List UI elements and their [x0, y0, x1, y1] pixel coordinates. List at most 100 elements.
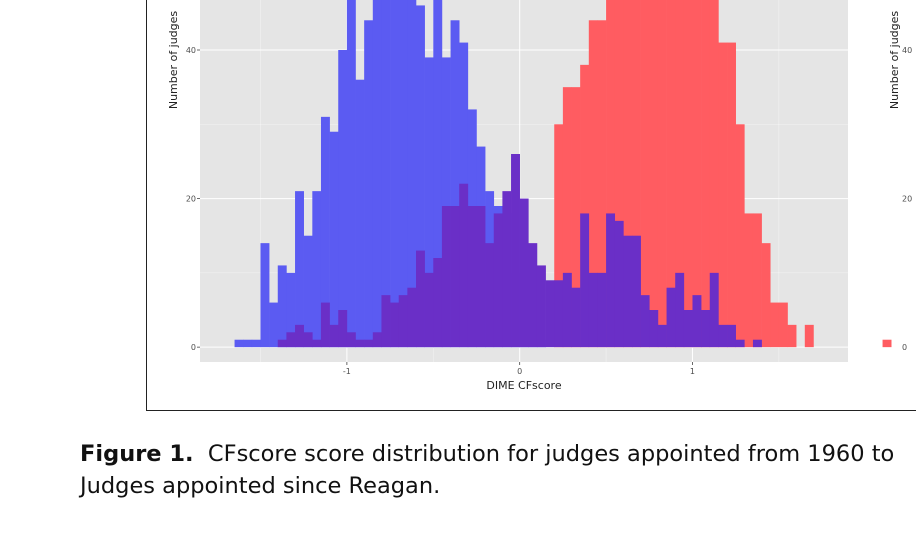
- bar-blue: [234, 339, 244, 348]
- bar-blue: [329, 131, 339, 348]
- bar-blue: [372, 0, 382, 348]
- bar-overlap: [649, 310, 659, 348]
- caption-line-2: Judges appointed since Reagan.: [80, 473, 441, 499]
- bar-blue: [286, 272, 296, 348]
- bar-red: [597, 20, 607, 348]
- bar-red: [683, 0, 693, 348]
- bar-overlap: [511, 154, 520, 348]
- bar-red: [752, 213, 762, 348]
- bar-overlap: [450, 206, 460, 348]
- bar-overlap: [614, 220, 624, 348]
- bar-overlap: [683, 310, 693, 348]
- bar-overlap: [580, 213, 590, 348]
- figure-caption: Figure 1. CFscore score distribution for…: [80, 438, 916, 502]
- bar-overlap: [467, 206, 477, 348]
- bar-red: [804, 324, 814, 348]
- bar-blue: [398, 0, 408, 348]
- bar-overlap: [502, 191, 512, 348]
- bar-red: [770, 302, 780, 348]
- bar-overlap: [390, 302, 400, 348]
- bar-overlap: [329, 324, 339, 348]
- bar-overlap: [277, 339, 287, 348]
- bar-overlap: [597, 272, 607, 348]
- bar-overlap: [407, 287, 417, 348]
- x-tick-label: 1: [690, 367, 695, 376]
- bar-red: [606, 0, 616, 348]
- bar-overlap: [485, 243, 495, 348]
- bar-blue: [416, 5, 425, 348]
- bar-red: [649, 0, 659, 348]
- bar-overlap: [709, 272, 719, 348]
- bar-blue: [269, 302, 279, 348]
- bar-blue: [390, 0, 400, 348]
- caption-line-1: Figure 1. CFscore score distribution for…: [80, 438, 916, 470]
- bar-red: [666, 0, 676, 348]
- y-tick-label: 20: [186, 195, 196, 204]
- bar-overlap: [416, 250, 425, 348]
- bar-overlap: [346, 332, 356, 348]
- second-panel-y-tick-label: 20: [902, 195, 912, 204]
- bar-red: [562, 87, 572, 348]
- bar-overlap: [606, 213, 616, 348]
- bar-blue: [260, 243, 270, 348]
- bar-blue: [433, 0, 443, 348]
- bar-overlap: [701, 310, 711, 348]
- bar-red: [554, 124, 564, 348]
- histogram-chart: -1 0 1 0 20 40 DIME CFscore Number of judges…: [167, 0, 912, 392]
- bar-red: [882, 339, 892, 348]
- bar-overlap: [554, 280, 564, 348]
- bar-red: [614, 0, 624, 348]
- bar-overlap: [536, 265, 546, 348]
- bar-blue: [441, 57, 451, 348]
- bar-overlap: [493, 213, 503, 348]
- bar-overlap: [657, 324, 667, 348]
- bar-overlap: [675, 272, 685, 348]
- bar-red: [744, 213, 754, 348]
- bar-blue: [450, 20, 460, 348]
- bar-red: [735, 124, 745, 348]
- histogram-bars: [234, 0, 892, 348]
- bar-blue: [346, 0, 356, 348]
- bar-red: [787, 324, 797, 348]
- figure-frame: [146, 0, 916, 411]
- bar-overlap: [459, 183, 469, 348]
- bar-blue: [251, 339, 261, 348]
- bar-overlap: [433, 258, 443, 348]
- bar-blue: [407, 0, 417, 348]
- bar-overlap: [640, 295, 650, 348]
- second-panel-y-tick-label: 0: [902, 343, 907, 352]
- bar-overlap: [355, 339, 365, 348]
- bar-red: [718, 42, 728, 348]
- bar-blue: [381, 0, 391, 348]
- bar-blue: [355, 79, 365, 348]
- bar-overlap: [528, 243, 538, 348]
- bar-red: [761, 243, 771, 348]
- bar-overlap: [381, 295, 391, 348]
- bar-overlap: [571, 287, 581, 348]
- bar-overlap: [545, 280, 555, 348]
- caption-text-1: CFscore score distribution for judges ap…: [207, 441, 895, 467]
- bar-red: [701, 0, 711, 348]
- bar-blue: [277, 265, 287, 348]
- bar-red: [657, 0, 667, 348]
- bar-overlap: [623, 235, 633, 348]
- bar-blue: [364, 20, 374, 348]
- bar-red: [709, 0, 719, 348]
- bar-overlap: [632, 235, 641, 348]
- bar-overlap: [398, 295, 408, 348]
- x-axis-title: DIME CFscore: [486, 379, 561, 392]
- bar-red: [588, 20, 598, 348]
- bar-overlap: [295, 324, 304, 348]
- bar-overlap: [666, 287, 676, 348]
- bar-overlap: [286, 332, 296, 348]
- x-axis-ticks: -1 0 1: [343, 362, 695, 376]
- second-panel-y-axis-title: Number of judges: [888, 11, 901, 110]
- bar-overlap: [476, 206, 486, 348]
- bar-blue: [295, 191, 304, 348]
- y-axis-ticks: 0 20 40: [186, 46, 200, 352]
- second-panel-y-ticks: 0 20 40: [902, 46, 912, 352]
- bar-overlap: [718, 324, 728, 348]
- bar-overlap: [338, 310, 348, 348]
- figure-label: Figure 1.: [80, 441, 194, 467]
- second-panel-y-tick-label: 40: [902, 46, 912, 55]
